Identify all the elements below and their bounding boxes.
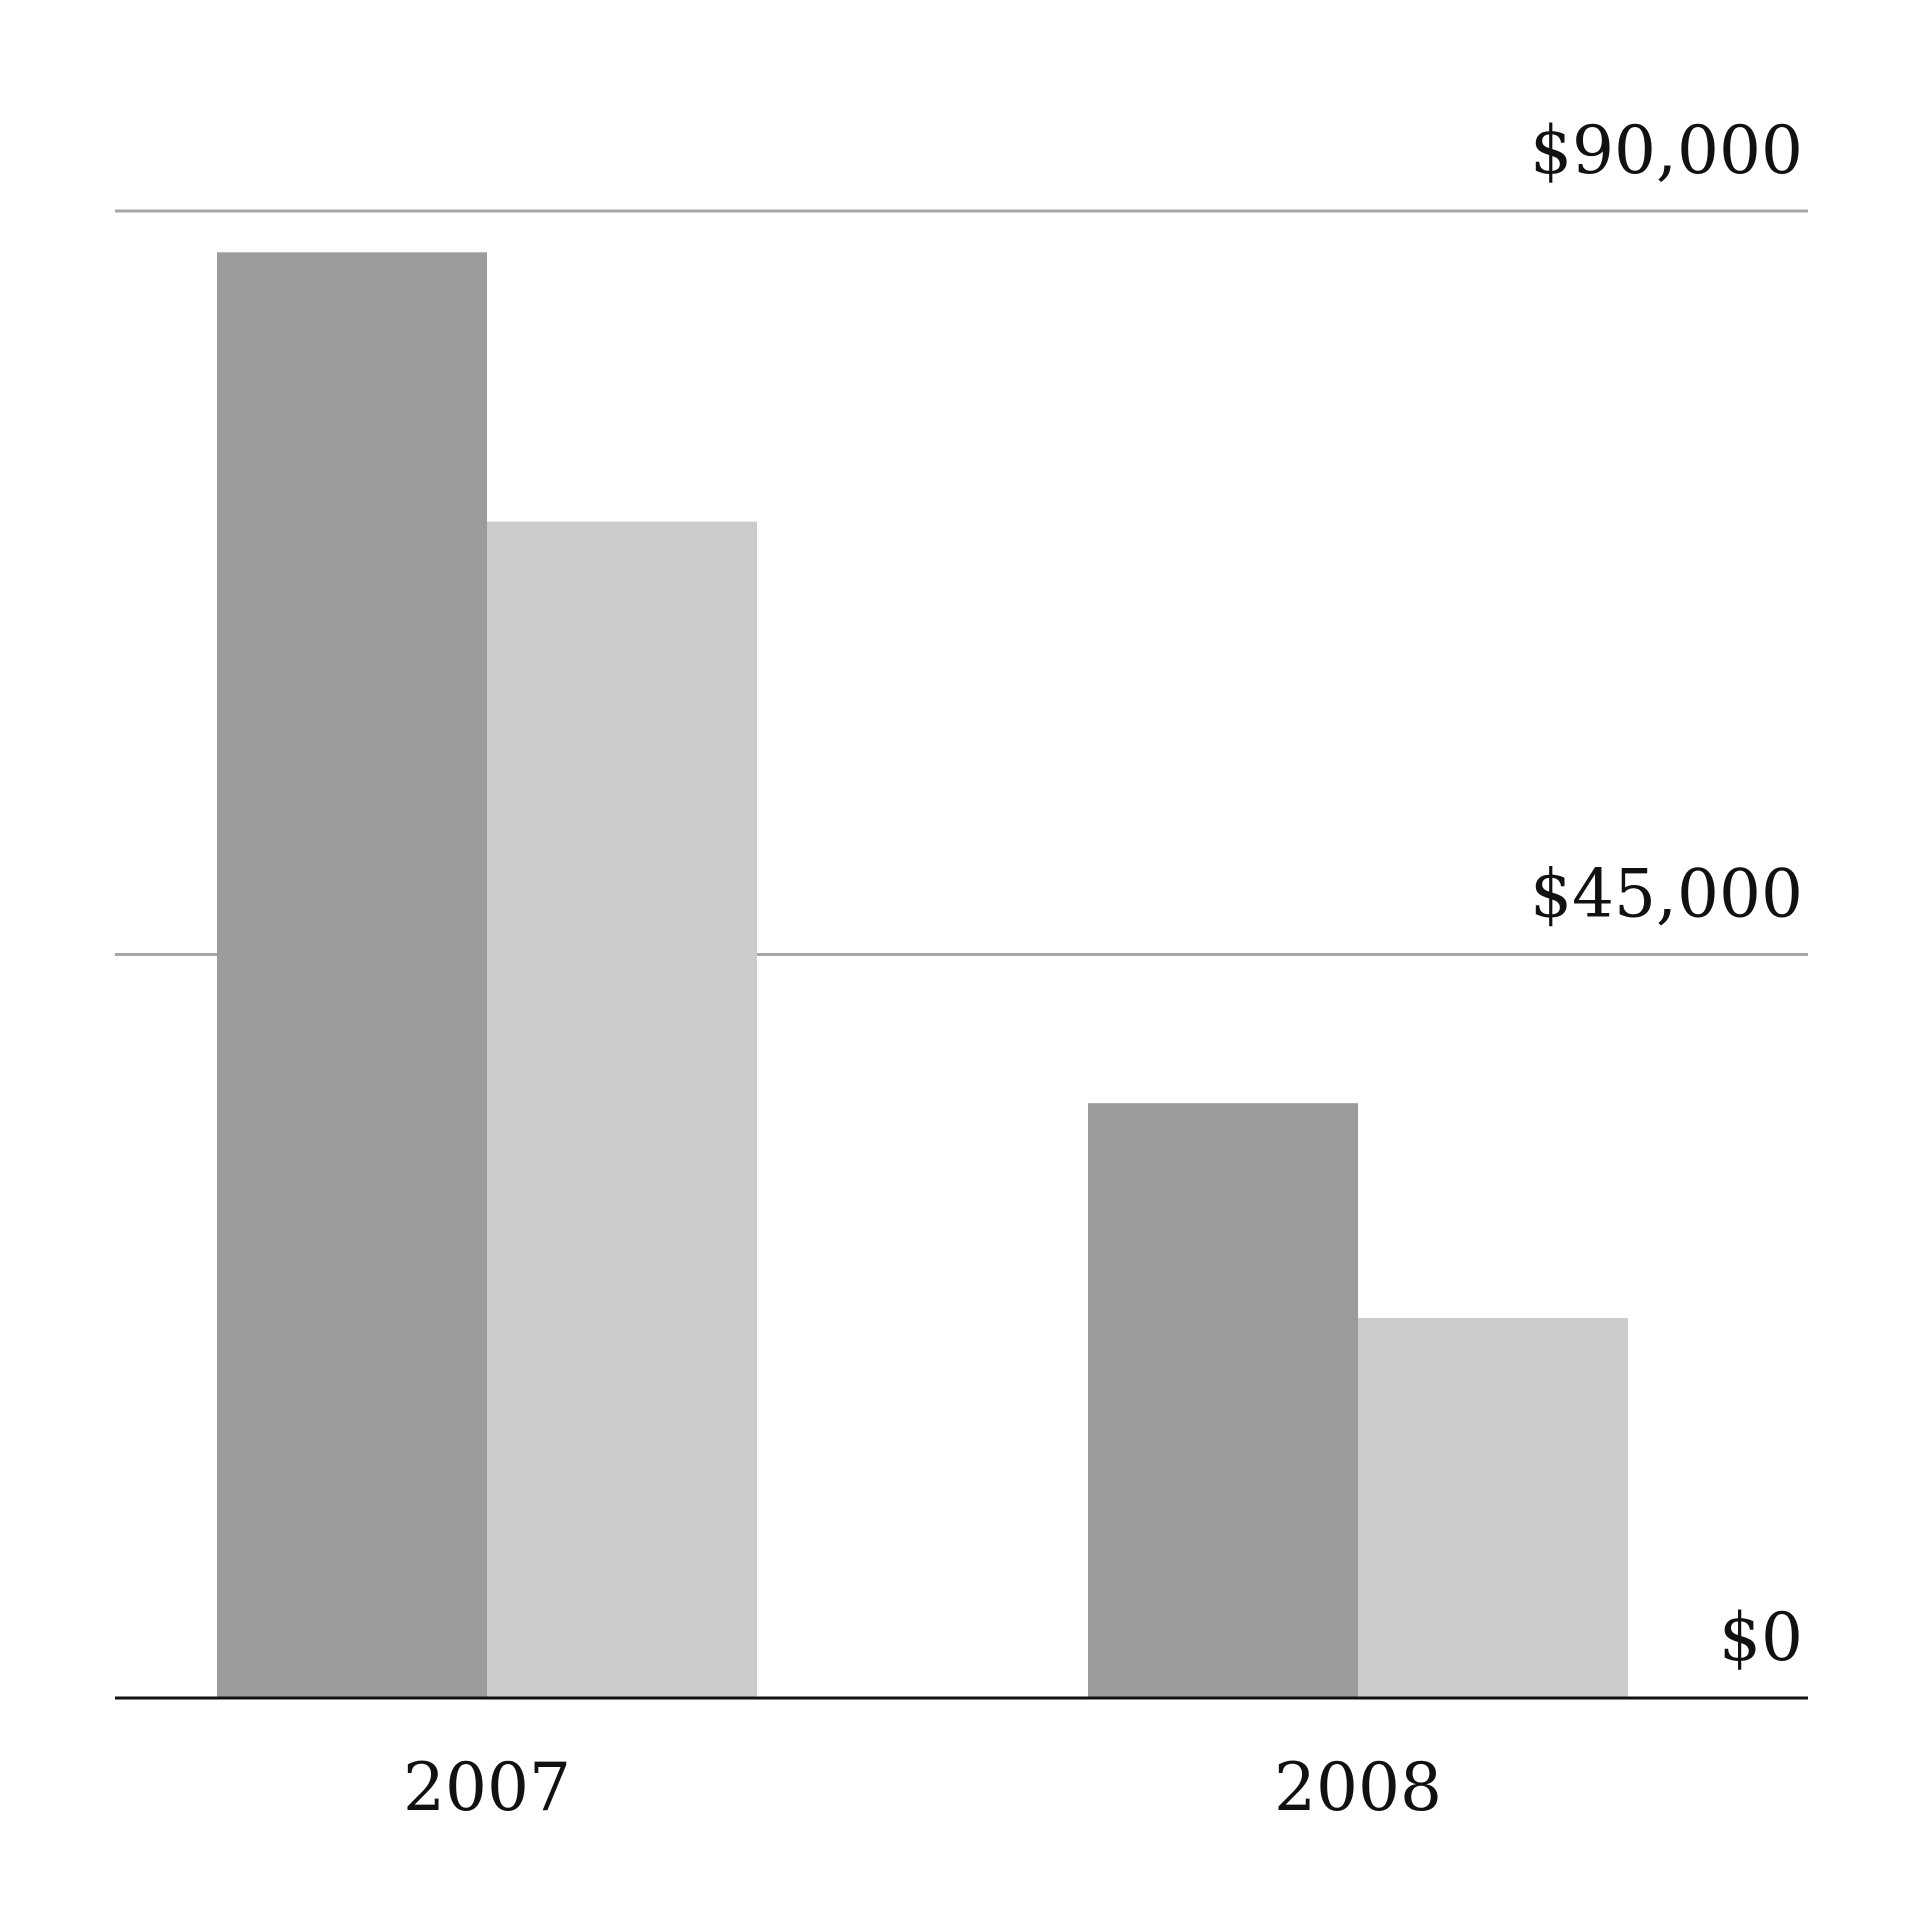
bar-2008-series-2 bbox=[1358, 1317, 1628, 1698]
x-category-label: 2008 bbox=[1274, 1749, 1442, 1826]
y-tick-label: $90,000 bbox=[1530, 112, 1803, 189]
y-tick-label: $0 bbox=[1719, 1599, 1803, 1676]
bar-2007-series-1 bbox=[217, 252, 487, 1699]
y-tick-labels: $0 $45,000 $90,000 bbox=[1530, 112, 1803, 1676]
x-category-labels: 2007 2008 bbox=[403, 1749, 1442, 1826]
bar-2008-series-1 bbox=[1088, 1103, 1358, 1698]
x-category-label: 2007 bbox=[403, 1749, 571, 1826]
bars bbox=[217, 252, 1628, 1699]
bar-2007-series-2 bbox=[487, 521, 757, 1698]
y-tick-label: $45,000 bbox=[1530, 856, 1803, 933]
